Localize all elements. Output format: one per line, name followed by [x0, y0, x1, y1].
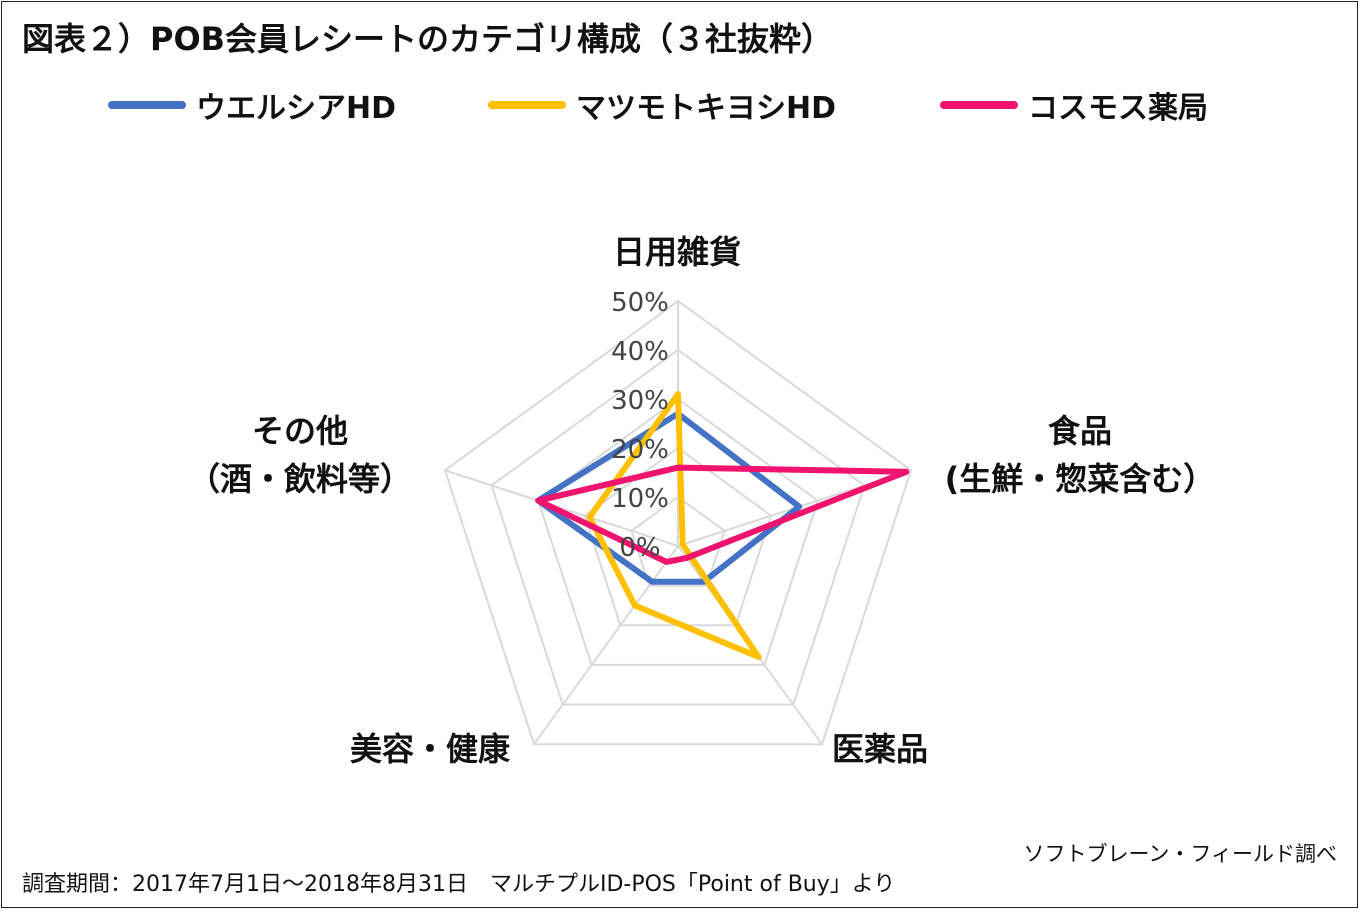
axis-label-daily-goods-text: 日用雑貨 — [612, 233, 741, 271]
series-0-point-3 — [651, 580, 654, 583]
legend-item-matsukiyo: マツモトキヨシHD — [488, 80, 836, 130]
series-2-point-2 — [685, 556, 688, 559]
series-line-0 — [535, 410, 803, 585]
grid-ring-40 — [490, 348, 866, 706]
series-0-point-1 — [798, 505, 801, 508]
legend-swatch-matsukiyo — [488, 101, 566, 109]
tick-label-50: 50% — [611, 288, 669, 318]
series-1-point-0 — [677, 393, 679, 396]
chart-title: 図表２）POB会員レシートのカテゴリ構成（３社抜粋） — [22, 20, 834, 58]
legend-label-welcia: ウエルシアHD — [196, 91, 397, 126]
series-1-point-1 — [681, 543, 684, 546]
axis-label-medicine-text: 医薬品 — [831, 730, 928, 768]
series-2-point-1 — [905, 470, 908, 473]
axis-label-other-sub: （酒・飲料等） — [187, 460, 412, 499]
legend-item-welcia: ウエルシアHD — [108, 80, 396, 130]
legend-swatch-cosmos — [940, 101, 1018, 109]
axis-label-other-text: その他 — [251, 412, 348, 450]
legend-label-cosmos: コスモス薬局 — [1028, 91, 1208, 126]
grid-ring-10 — [630, 495, 726, 587]
grid-spoke-4 — [444, 469, 679, 547]
tick-label-0: 0% — [619, 533, 660, 563]
series-line-1 — [586, 391, 762, 660]
axis-label-other: その他 （酒・飲料等） — [170, 412, 430, 499]
legend-item-cosmos: コスモス薬局 — [940, 80, 1208, 130]
legend-label-matsukiyo: マツモトキヨシHD — [576, 91, 837, 126]
axis-label-food-sub: (生鮮・惣菜含む） — [944, 460, 1216, 499]
axis-label-daily-goods: 日用雑貨 — [577, 233, 777, 271]
axis-label-food: 食品 (生鮮・惣菜含む） — [900, 412, 1260, 499]
series-1-point-2 — [757, 656, 760, 658]
axis-label-food-text: 食品 — [1047, 412, 1112, 450]
axis-label-beauty-health: 美容・健康 — [320, 730, 540, 768]
series-line-2 — [535, 464, 910, 565]
series-1-point-3 — [633, 604, 636, 607]
tick-label-30: 30% — [611, 386, 669, 416]
series-2-point-3 — [665, 560, 668, 563]
legend: ウエルシアHD マツモトキヨシHD コスモス薬局 — [0, 80, 1361, 130]
tick-label-10: 10% — [611, 484, 669, 514]
grid-spoke-3 — [533, 545, 679, 745]
source-note: ソフトブレーン・フィールド調べ — [1023, 842, 1337, 866]
legend-swatch-welcia — [108, 101, 186, 109]
series-2-point-4 — [537, 499, 540, 502]
series-2-point-0 — [677, 466, 679, 469]
axis-label-medicine: 医薬品 — [800, 730, 960, 768]
tick-label-20: 20% — [611, 435, 669, 465]
period-note: 調査期間：2017年7月1日～2018年8月31日 マルチプルID-POS「Po… — [22, 872, 896, 897]
series-1-point-4 — [588, 516, 591, 519]
grid-ring-50 — [443, 299, 913, 746]
axis-label-beauty-health-text: 美容・健康 — [349, 730, 510, 768]
tick-label-40: 40% — [611, 337, 669, 367]
